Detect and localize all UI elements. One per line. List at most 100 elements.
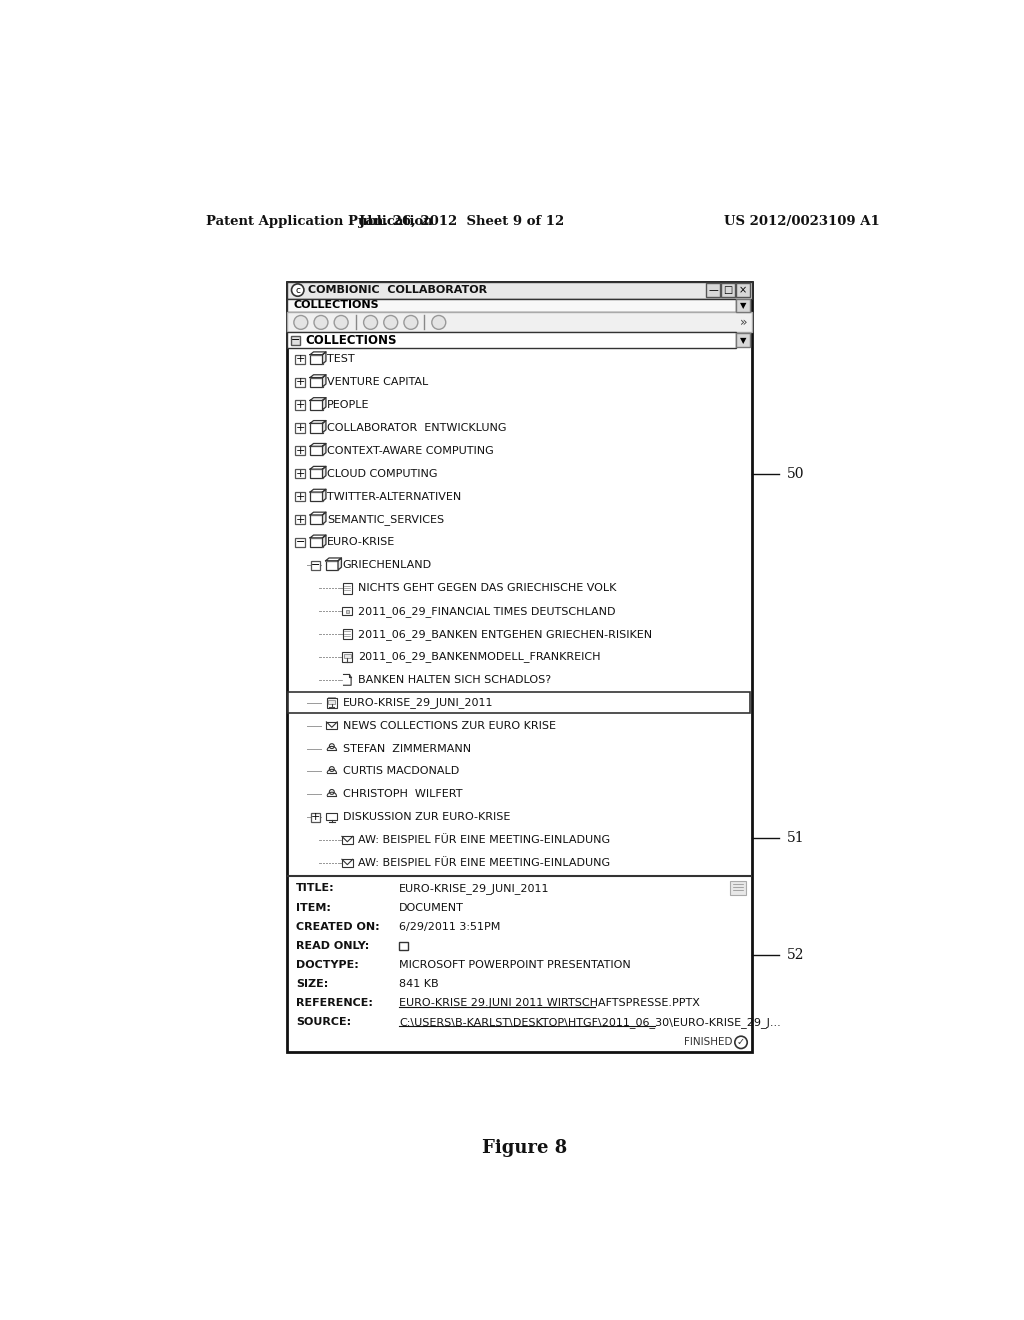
Circle shape: [403, 315, 418, 330]
Polygon shape: [323, 512, 326, 524]
Text: CREATED ON:: CREATED ON:: [296, 921, 380, 932]
Bar: [295, 515, 305, 524]
Circle shape: [384, 315, 397, 330]
Circle shape: [294, 315, 308, 330]
Polygon shape: [323, 352, 326, 364]
Bar: [707, 284, 720, 297]
Text: CURTIS MACDONALD: CURTIS MACDONALD: [343, 767, 459, 776]
Circle shape: [330, 767, 334, 771]
Polygon shape: [310, 490, 326, 492]
Bar: [399, 942, 408, 950]
Text: EURO-KRISE_29_JUNI_2011: EURO-KRISE_29_JUNI_2011: [343, 697, 494, 709]
Text: FINISHED: FINISHED: [684, 1038, 732, 1047]
Bar: [329, 700, 335, 704]
Bar: [343, 628, 351, 639]
Text: ITEM:: ITEM:: [296, 903, 331, 912]
Text: 51: 51: [786, 830, 805, 845]
Text: 50: 50: [786, 467, 804, 480]
Polygon shape: [310, 444, 326, 446]
Text: TWITTER-ALTERNATIVEN: TWITTER-ALTERNATIVEN: [328, 491, 462, 502]
Polygon shape: [323, 375, 326, 387]
Circle shape: [292, 284, 304, 296]
Bar: [346, 610, 349, 612]
Text: AW: BEISPIEL FÜR EINE MEETING-EINLADUNG: AW: BEISPIEL FÜR EINE MEETING-EINLADUNG: [358, 836, 610, 845]
Bar: [310, 492, 323, 502]
Polygon shape: [338, 558, 341, 570]
Text: 52: 52: [786, 948, 804, 962]
Bar: [342, 837, 352, 843]
Polygon shape: [310, 466, 326, 469]
Text: DISKUSSION ZUR EURO-KRISE: DISKUSSION ZUR EURO-KRISE: [343, 812, 510, 822]
Bar: [287, 333, 736, 348]
Circle shape: [330, 789, 334, 795]
Text: ×: ×: [738, 285, 746, 296]
Bar: [310, 446, 323, 455]
Text: NICHTS GEHT GEGEN DAS GRIECHISCHE VOLK: NICHTS GEHT GEGEN DAS GRIECHISCHE VOLK: [358, 583, 616, 593]
Text: CLOUD COMPUTING: CLOUD COMPUTING: [328, 469, 437, 479]
Text: COLLABORATOR  ENTWICKLUNG: COLLABORATOR ENTWICKLUNG: [328, 422, 507, 433]
Text: COLLECTIONS: COLLECTIONS: [305, 334, 397, 347]
Polygon shape: [310, 421, 326, 424]
Polygon shape: [310, 352, 326, 355]
Text: TEST: TEST: [328, 354, 354, 364]
Bar: [287, 313, 752, 333]
Text: Figure 8: Figure 8: [482, 1139, 567, 1156]
Text: NEWS COLLECTIONS ZUR EURO KRISE: NEWS COLLECTIONS ZUR EURO KRISE: [343, 721, 556, 731]
Bar: [310, 424, 323, 433]
Text: BANKEN HALTEN SICH SCHADLOS?: BANKEN HALTEN SICH SCHADLOS?: [358, 675, 551, 685]
Text: +: +: [311, 812, 321, 822]
Bar: [295, 400, 305, 409]
Text: EURO-KRISE: EURO-KRISE: [328, 537, 395, 548]
Text: c: c: [295, 285, 300, 294]
Text: REFERENCE:: REFERENCE:: [296, 998, 373, 1008]
Text: DOCTYPE:: DOCTYPE:: [296, 960, 359, 970]
Text: ▼: ▼: [740, 335, 746, 345]
Bar: [327, 722, 337, 730]
Text: TITLE:: TITLE:: [296, 883, 335, 894]
Text: ✓: ✓: [737, 1038, 745, 1047]
Circle shape: [364, 315, 378, 330]
Text: VENTURE CAPITAL: VENTURE CAPITAL: [328, 378, 428, 387]
Bar: [289, 692, 751, 713]
Bar: [721, 284, 735, 297]
Bar: [295, 446, 305, 455]
Text: »: »: [740, 315, 748, 329]
Text: EURO-KRISE 29.JUNI 2011 WIRTSCHAFTSPRESSE.PPTX: EURO-KRISE 29.JUNI 2011 WIRTSCHAFTSPRESS…: [399, 998, 700, 1008]
Bar: [287, 281, 752, 298]
Text: DOCUMENT: DOCUMENT: [399, 903, 464, 912]
Polygon shape: [326, 558, 341, 561]
Bar: [287, 281, 752, 1052]
Bar: [736, 300, 751, 312]
Bar: [310, 469, 323, 478]
Polygon shape: [343, 675, 351, 685]
Bar: [295, 424, 305, 433]
Polygon shape: [310, 535, 326, 537]
Bar: [326, 561, 338, 570]
Bar: [310, 400, 323, 409]
Bar: [311, 813, 321, 822]
Bar: [327, 813, 337, 820]
Bar: [735, 284, 750, 297]
Bar: [310, 355, 323, 364]
Polygon shape: [323, 490, 326, 502]
Bar: [327, 698, 337, 708]
Polygon shape: [323, 421, 326, 433]
Bar: [295, 537, 305, 546]
Text: —: —: [709, 285, 718, 296]
Circle shape: [314, 315, 328, 330]
Bar: [342, 859, 352, 867]
Text: +: +: [295, 446, 305, 455]
Bar: [295, 492, 305, 502]
Text: US 2012/0023109 A1: US 2012/0023109 A1: [724, 215, 880, 228]
Bar: [295, 469, 305, 478]
Bar: [310, 515, 323, 524]
Text: MICROSOFT POWERPOINT PRESENTATION: MICROSOFT POWERPOINT PRESENTATION: [399, 960, 631, 970]
Text: +: +: [295, 422, 305, 433]
Text: SOURCE:: SOURCE:: [296, 1018, 351, 1027]
Text: 2011_06_29_BANKENMODELL_FRANKREICH: 2011_06_29_BANKENMODELL_FRANKREICH: [358, 652, 601, 663]
Bar: [311, 561, 321, 570]
Text: AW: BEISPIEL FÜR EINE MEETING-EINLADUNG: AW: BEISPIEL FÜR EINE MEETING-EINLADUNG: [358, 858, 610, 869]
Circle shape: [432, 315, 445, 330]
Bar: [295, 378, 305, 387]
Polygon shape: [323, 535, 326, 546]
